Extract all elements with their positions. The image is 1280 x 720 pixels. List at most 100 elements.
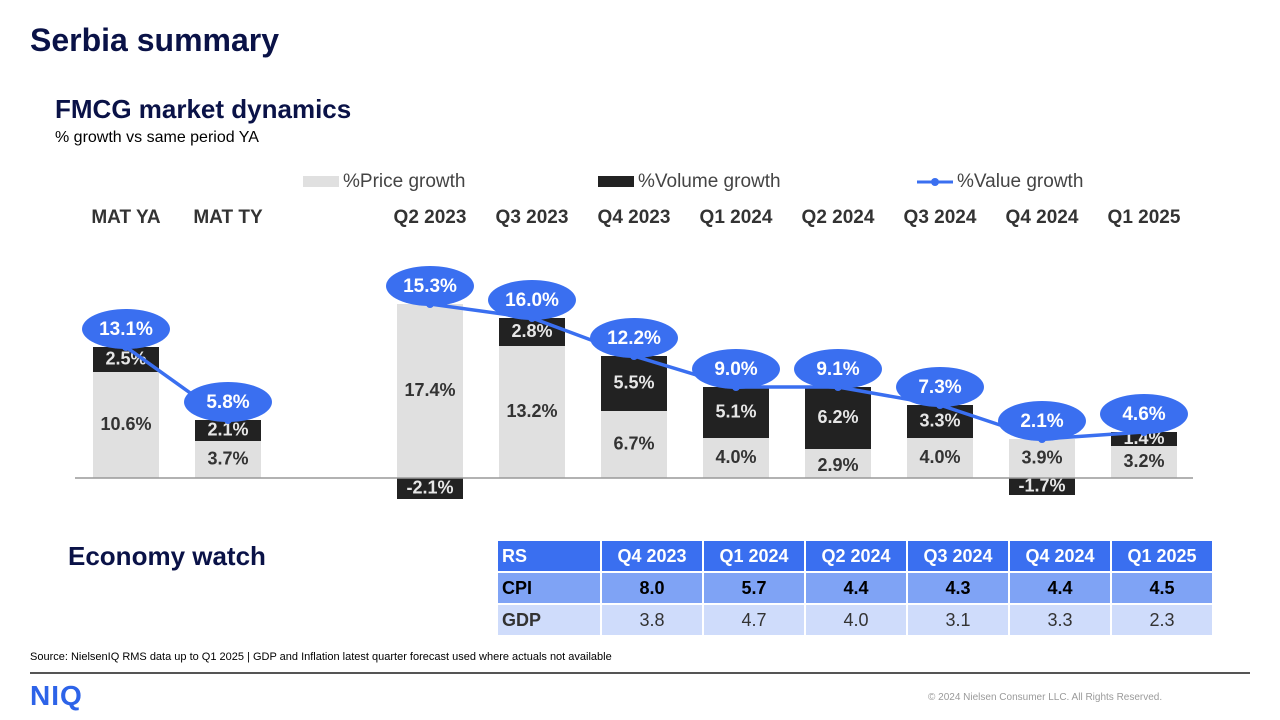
volume-bar (397, 478, 463, 499)
price-bar (93, 372, 159, 478)
legend-swatch (598, 176, 634, 187)
price-data-label: 10.6% (100, 414, 151, 434)
footer-divider (30, 672, 1250, 674)
category-label: Q3 2023 (496, 207, 569, 228)
price-bar (397, 304, 463, 478)
legend-label: %Price growth (343, 171, 466, 192)
price-bar (195, 441, 261, 478)
economy-row-label: GDP (498, 605, 600, 635)
price-data-label: 2.9% (817, 455, 858, 475)
economy-cell: 4.0 (806, 605, 906, 635)
value-data-bubble (1100, 394, 1188, 434)
volume-data-label: 3.3% (919, 410, 960, 430)
value-data-bubble (386, 266, 474, 306)
value-data-bubble (590, 318, 678, 358)
price-data-label: 4.0% (715, 447, 756, 467)
legend-label: %Value growth (957, 171, 1083, 192)
volume-bar (93, 347, 159, 372)
legend-label: %Volume growth (638, 171, 781, 192)
value-data-bubble (82, 309, 170, 349)
value-data-label: 7.3% (918, 377, 961, 398)
value-data-bubble (794, 349, 882, 389)
volume-data-label: -2.1% (406, 477, 453, 497)
economy-cell: 4.7 (704, 605, 804, 635)
price-data-label: 3.2% (1123, 451, 1164, 471)
volume-data-label: 2.1% (207, 419, 248, 439)
economy-row-label: CPI (498, 573, 600, 603)
category-label: Q1 2025 (1108, 207, 1181, 228)
price-bar (907, 438, 973, 478)
price-data-label: 3.9% (1021, 447, 1062, 467)
value-data-label: 16.0% (505, 290, 559, 311)
category-label: MAT YA (91, 207, 161, 228)
value-data-label: 15.3% (403, 276, 457, 297)
chart-subtitle: FMCG market dynamics (55, 94, 352, 124)
category-label: MAT TY (193, 207, 263, 228)
category-label: Q4 2023 (598, 207, 671, 228)
value-data-label: 9.1% (816, 359, 859, 380)
volume-bar (1111, 432, 1177, 446)
economy-header-cell: Q4 2024 (1010, 541, 1110, 571)
economy-header-cell: Q3 2024 (908, 541, 1008, 571)
economy-cell: 3.3 (1010, 605, 1110, 635)
volume-data-label: 5.1% (715, 401, 756, 421)
economy-row-cpi: CPI 8.0 5.7 4.4 4.3 4.4 4.5 (498, 573, 1212, 603)
value-data-bubble (998, 401, 1086, 441)
price-data-label: 17.4% (404, 380, 455, 400)
volume-data-label: 2.8% (511, 321, 552, 341)
volume-data-label: -1.7% (1018, 475, 1065, 495)
economy-cell: 3.1 (908, 605, 1008, 635)
economy-cell: 8.0 (602, 573, 702, 603)
volume-bar (499, 318, 565, 346)
category-label: Q1 2024 (700, 207, 773, 228)
copyright-text: © 2024 Nielsen Consumer LLC. All Rights … (928, 692, 1163, 703)
price-data-label: 6.7% (613, 433, 654, 453)
volume-bar (601, 356, 667, 411)
economy-row-gdp: GDP 3.8 4.7 4.0 3.1 3.3 2.3 (498, 605, 1212, 635)
page-title: Serbia summary (30, 22, 280, 58)
economy-header-cell: Q1 2024 (704, 541, 804, 571)
value-data-bubble (692, 349, 780, 389)
economy-cell: 4.4 (1010, 573, 1110, 603)
volume-bar (805, 387, 871, 449)
economy-watch-title: Economy watch (68, 541, 266, 571)
volume-bar (195, 420, 261, 441)
economy-header-cell: RS (498, 541, 600, 571)
value-data-label: 12.2% (607, 328, 661, 349)
economy-cell: 4.4 (806, 573, 906, 603)
volume-bar (703, 387, 769, 438)
economy-cell: 4.3 (908, 573, 1008, 603)
value-data-label: 13.1% (99, 319, 153, 340)
legend-swatch (931, 178, 939, 186)
economy-header-cell: Q2 2024 (806, 541, 906, 571)
volume-bar (1009, 478, 1075, 495)
volume-data-label: 5.5% (613, 372, 654, 392)
value-data-label: 5.8% (206, 392, 249, 413)
price-bar (805, 449, 871, 478)
price-bar (601, 411, 667, 478)
value-data-label: 2.1% (1020, 411, 1063, 432)
value-data-bubble (488, 280, 576, 320)
economy-header-cell: Q4 2023 (602, 541, 702, 571)
economy-header-cell: Q1 2025 (1112, 541, 1212, 571)
price-data-label: 3.7% (207, 448, 248, 468)
chart-subnote: % growth vs same period YA (55, 129, 259, 146)
volume-data-label: 6.2% (817, 407, 858, 427)
price-bar (499, 346, 565, 478)
price-bar (1009, 439, 1075, 478)
price-data-label: 13.2% (506, 401, 557, 421)
economy-header-row: RS Q4 2023 Q1 2024 Q2 2024 Q3 2024 Q4 20… (498, 541, 1212, 571)
category-label: Q3 2024 (904, 207, 977, 228)
price-bar (1111, 446, 1177, 478)
niq-logo: NIQ (30, 680, 83, 711)
category-label: Q2 2024 (802, 207, 875, 228)
value-data-label: 4.6% (1122, 404, 1165, 425)
price-bar (703, 438, 769, 478)
economy-cell: 3.8 (602, 605, 702, 635)
fmcg-chart: %Price growth %Volume growth %Value growth… (75, 171, 1193, 499)
legend-swatch (303, 176, 339, 187)
category-label: Q2 2023 (394, 207, 467, 228)
value-data-bubble (896, 367, 984, 407)
category-label: Q4 2024 (1006, 207, 1079, 228)
economy-cell: 4.5 (1112, 573, 1212, 603)
